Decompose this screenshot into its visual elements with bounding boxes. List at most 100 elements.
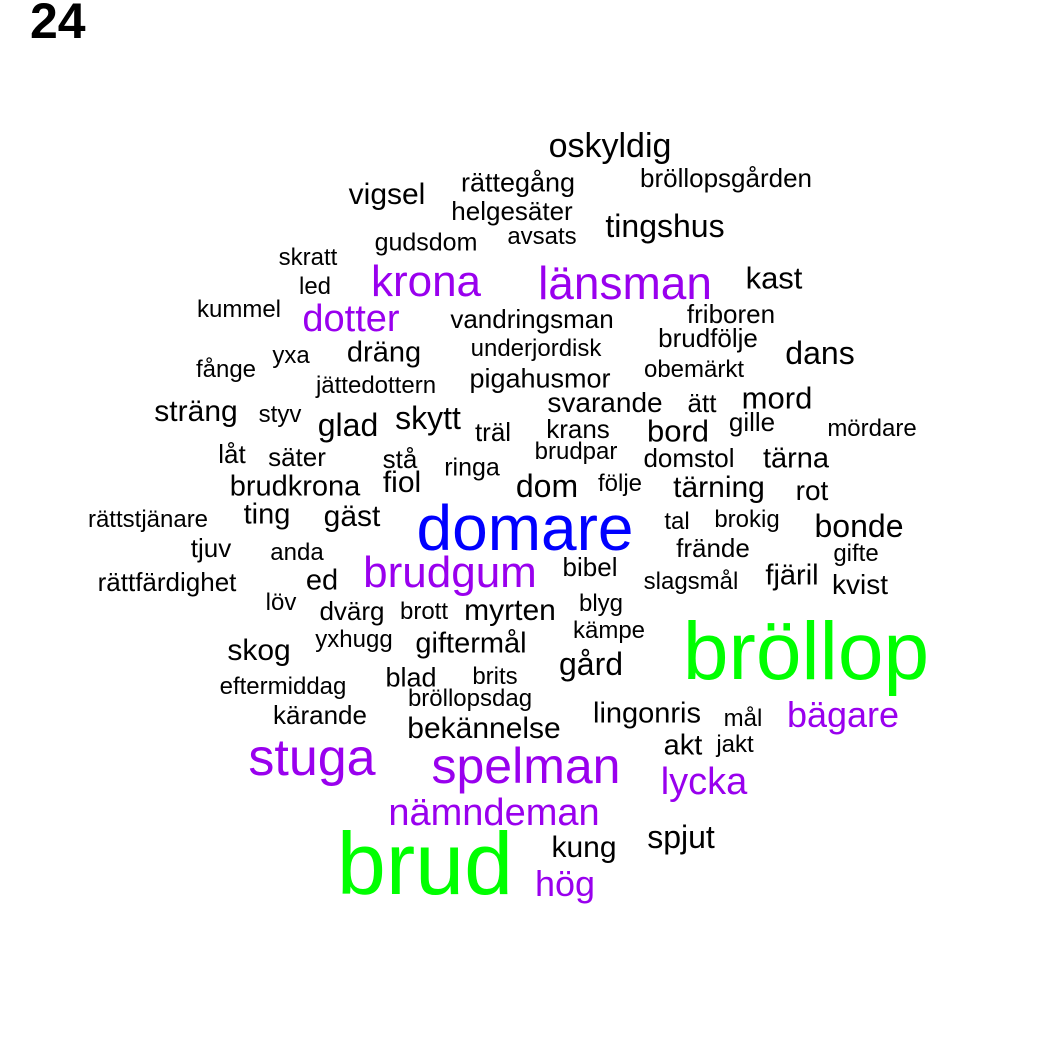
cloud-word: brudpar xyxy=(534,438,618,465)
cloud-word: fiol xyxy=(382,466,422,499)
cloud-word: kärande xyxy=(273,700,367,730)
cloud-word: sträng xyxy=(154,395,238,428)
cloud-word: lingonris xyxy=(593,697,701,730)
cloud-word: giftermål xyxy=(415,627,527,660)
cloud-word: akt xyxy=(663,729,703,762)
cloud-word: anda xyxy=(270,539,324,566)
cloud-word: pigahusmor xyxy=(469,363,611,394)
cloud-word: dräng xyxy=(346,336,422,369)
cloud-word: ting xyxy=(243,498,291,531)
cloud-word: bekännelse xyxy=(407,712,561,745)
cloud-word: bägare xyxy=(786,694,900,735)
cloud-word: led xyxy=(298,273,332,300)
cloud-word: domstol xyxy=(643,443,735,473)
cloud-word: följe xyxy=(597,470,643,497)
cloud-word: underjordisk xyxy=(470,335,602,362)
cloud-word: tärna xyxy=(762,442,830,475)
cloud-word: jakt xyxy=(716,731,754,758)
cloud-word: yxa xyxy=(272,342,310,369)
cloud-word: bröllopsgården xyxy=(639,163,813,193)
cloud-word: tjuv xyxy=(190,533,232,563)
cloud-word: friboren xyxy=(686,299,776,329)
cloud-word: skratt xyxy=(278,244,338,271)
cloud-word: bröllop xyxy=(682,606,930,697)
cloud-word: tal xyxy=(664,508,690,535)
cloud-word: myrten xyxy=(464,594,556,627)
cloud-word: styv xyxy=(258,401,302,428)
cloud-word: bonde xyxy=(814,508,904,544)
cloud-word: avsats xyxy=(507,223,577,250)
cloud-word: blyg xyxy=(578,590,624,617)
cloud-word: dvärg xyxy=(319,596,385,626)
cloud-word: brits xyxy=(472,663,518,690)
cloud-number: 24 xyxy=(30,0,86,49)
cloud-word: kung xyxy=(551,831,617,864)
cloud-word: jättedottern xyxy=(315,372,437,399)
cloud-word: bröllopsdag xyxy=(407,685,533,712)
cloud-word: träl xyxy=(474,417,512,447)
cloud-word: brudgum xyxy=(363,548,537,597)
cloud-word: dans xyxy=(785,335,855,371)
cloud-word: rot xyxy=(795,475,829,506)
cloud-word: fånge xyxy=(195,356,257,383)
cloud-word: tingshus xyxy=(605,208,725,244)
cloud-word: blad xyxy=(385,662,437,693)
cloud-word: ed xyxy=(305,564,339,597)
cloud-word: kvist xyxy=(832,569,888,600)
cloud-word: eftermiddag xyxy=(219,673,347,700)
cloud-word: rättfärdighet xyxy=(97,567,237,597)
cloud-word: länsman xyxy=(538,257,712,309)
cloud-word: ringa xyxy=(444,453,500,482)
cloud-word: svarande xyxy=(547,387,663,418)
cloud-word: låt xyxy=(218,439,246,469)
cloud-word: brott xyxy=(399,598,449,625)
cloud-word: bord xyxy=(646,413,710,449)
cloud-word: obemärkt xyxy=(643,356,745,383)
cloud-word: lycka xyxy=(660,761,748,803)
cloud-word: vigsel xyxy=(348,178,426,211)
cloud-word: dom xyxy=(515,468,579,504)
cloud-word: stå xyxy=(382,444,418,474)
cloud-word: kämpe xyxy=(572,617,646,644)
cloud-word: säter xyxy=(268,442,326,472)
cloud-word: domare xyxy=(416,492,634,564)
cloud-word: spjut xyxy=(647,819,715,855)
cloud-word: glad xyxy=(317,407,379,443)
cloud-word: brudfölje xyxy=(658,323,758,353)
cloud-word: hög xyxy=(534,863,596,904)
cloud-word: gäst xyxy=(323,500,381,533)
cloud-word: skog xyxy=(227,634,291,667)
cloud-word: tärning xyxy=(673,471,765,504)
cloud-word: gille xyxy=(728,407,776,437)
cloud-word: kummel xyxy=(196,296,282,323)
cloud-word: rättstjänare xyxy=(87,506,209,533)
cloud-word: bibel xyxy=(562,552,618,582)
cloud-word: kast xyxy=(745,260,803,296)
cloud-word: gård xyxy=(558,646,624,682)
cloud-word: mördare xyxy=(827,415,917,442)
cloud-word: dotter xyxy=(302,298,400,340)
cloud-word: skytt xyxy=(395,400,461,436)
cloud-word: yxhugg xyxy=(315,626,393,653)
cloud-word: frände xyxy=(676,533,750,563)
cloud-word: oskyldig xyxy=(548,127,672,165)
cloud-word: brudkrona xyxy=(229,470,361,503)
cloud-word: rättegång xyxy=(460,167,576,198)
cloud-word: fjäril xyxy=(765,559,819,592)
cloud-word: brokig xyxy=(714,506,780,533)
cloud-word: löv xyxy=(265,589,297,616)
cloud-word: nämndeman xyxy=(388,792,600,834)
cloud-word: krona xyxy=(370,257,482,306)
cloud-word: mål xyxy=(723,705,763,732)
cloud-word: krans xyxy=(546,414,610,444)
cloud-word: stuga xyxy=(248,729,376,787)
cloud-word: gifte xyxy=(833,540,879,567)
cloud-word: helgesäter xyxy=(451,196,573,226)
cloud-word: gudsdom xyxy=(374,228,478,257)
cloud-word: mord xyxy=(741,380,813,416)
cloud-word: vandringsman xyxy=(450,304,614,334)
cloud-word: slagsmål xyxy=(643,568,739,595)
cloud-word: brud xyxy=(336,814,514,913)
cloud-word: spelman xyxy=(431,738,621,794)
